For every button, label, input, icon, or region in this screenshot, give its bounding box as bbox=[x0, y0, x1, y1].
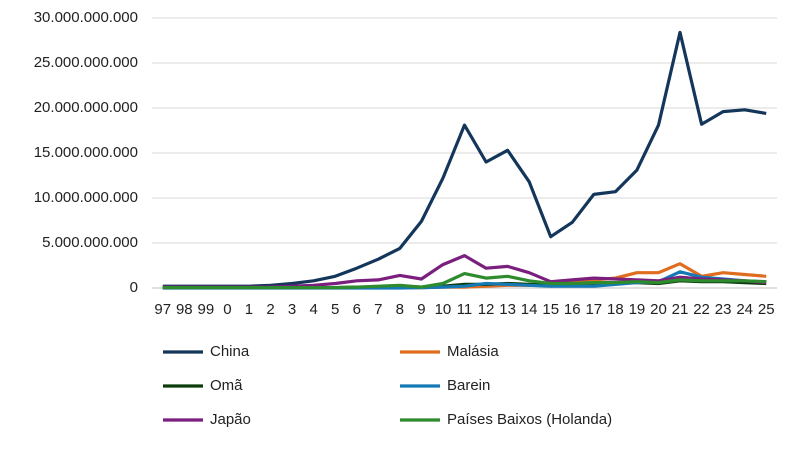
x-tick-label: 16 bbox=[564, 301, 581, 318]
x-tick-label: 19 bbox=[629, 301, 646, 318]
x-tick-label: 2 bbox=[266, 301, 274, 318]
y-tick-label: 0 bbox=[130, 279, 138, 296]
y-tick-label: 30.000.000.000 bbox=[34, 9, 138, 26]
x-tick-label: 7 bbox=[374, 301, 382, 318]
x-tick-label: 11 bbox=[457, 301, 473, 318]
x-tick-label: 97 bbox=[154, 301, 171, 318]
data-line bbox=[162, 30, 767, 288]
x-tick-label: 8 bbox=[396, 301, 404, 318]
x-tick-label: 14 bbox=[521, 301, 538, 318]
x-tick-label: 23 bbox=[715, 301, 732, 318]
x-tick-label: 17 bbox=[585, 301, 602, 318]
x-tick-label: 13 bbox=[499, 301, 516, 318]
x-tick-label: 10 bbox=[435, 301, 452, 318]
x-tick-label: 20 bbox=[650, 301, 667, 318]
legend-label: Malásia bbox=[447, 343, 499, 360]
x-tick-label: 4 bbox=[309, 301, 317, 318]
x-tick-label: 15 bbox=[542, 301, 559, 318]
legend-label: Países Baixos (Holanda) bbox=[447, 411, 612, 428]
x-tick-label: 0 bbox=[223, 301, 231, 318]
x-tick-label: 24 bbox=[736, 301, 753, 318]
x-tick-label: 6 bbox=[353, 301, 361, 318]
y-tick-label: 15.000.000.000 bbox=[34, 144, 138, 161]
y-tick-label: 20.000.000.000 bbox=[34, 99, 138, 116]
y-tick-label: 5.000.000.000 bbox=[42, 234, 138, 251]
data-line bbox=[162, 272, 767, 290]
x-tick-label: 22 bbox=[693, 301, 710, 318]
y-tick-label: 25.000.000.000 bbox=[34, 54, 138, 71]
x-tick-label: 98 bbox=[176, 301, 193, 318]
y-tick-label: 10.000.000.000 bbox=[34, 189, 138, 206]
legend-label: Omã bbox=[210, 377, 243, 394]
x-tick-label: 5 bbox=[331, 301, 339, 318]
x-tick-label: 9 bbox=[417, 301, 425, 318]
x-tick-label: 12 bbox=[478, 301, 495, 318]
x-tick-label: 21 bbox=[672, 301, 689, 318]
legend-label: China bbox=[210, 343, 250, 360]
x-tick-label: 25 bbox=[758, 301, 775, 318]
x-tick-label: 99 bbox=[198, 301, 215, 318]
x-tick-label: 3 bbox=[288, 301, 296, 318]
x-tick-label: 1 bbox=[245, 301, 253, 318]
legend-label: Barein bbox=[447, 377, 490, 394]
x-tick-label: 18 bbox=[607, 301, 624, 318]
legend-label: Japão bbox=[210, 411, 251, 428]
